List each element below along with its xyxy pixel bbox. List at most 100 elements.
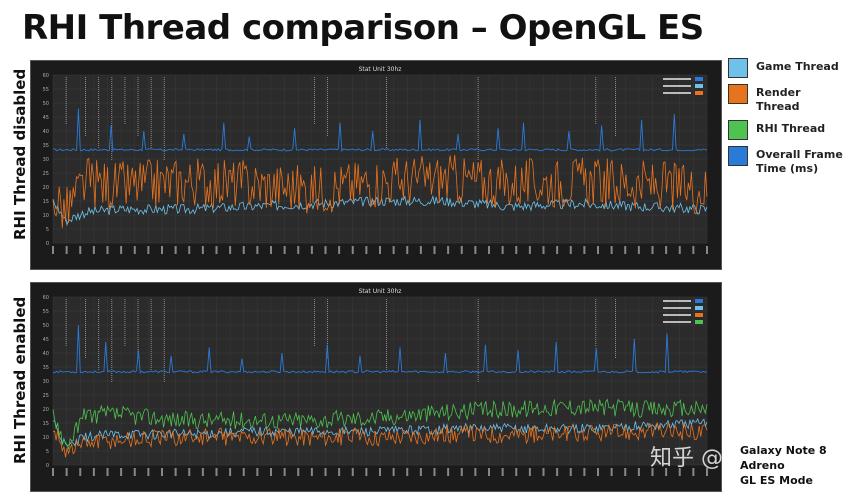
- x-tick-label: [474, 246, 477, 254]
- x-tick-label: [624, 468, 627, 476]
- x-tick-label: [188, 468, 191, 476]
- x-tick-label: [324, 246, 327, 254]
- series-line-render-thread: [52, 154, 708, 229]
- x-tick-label: [379, 246, 381, 254]
- y-tick-label: 30: [43, 157, 49, 163]
- x-tick-label: [528, 246, 531, 254]
- y-tick-label: 35: [43, 143, 49, 149]
- y-tick-label: 20: [43, 407, 49, 413]
- chart-subtitle: Stat Unit 30hz: [359, 66, 402, 73]
- chart-disabled: 0 5 10 15 20 25 30 35 40 45 50 55 60 Stat Unit 30hz: [31, 61, 721, 269]
- x-tick-label: [65, 468, 68, 476]
- x-tick-label: [215, 246, 218, 254]
- mini-legend-label: [663, 78, 691, 80]
- series-line-overall-frame-time: [52, 324, 708, 374]
- y-tick-label: 60: [43, 73, 49, 79]
- x-tick-label: [637, 468, 640, 476]
- legend-swatch-frame-time: [728, 146, 748, 166]
- x-tick-label: [419, 468, 422, 476]
- x-tick-label: [542, 468, 545, 476]
- x-tick-label: [283, 246, 286, 254]
- x-tick-label: [174, 468, 177, 476]
- x-tick-label: [597, 468, 599, 476]
- mini-legend-swatch: [695, 77, 703, 81]
- x-tick-label: [501, 246, 504, 254]
- legend-item-game-thread: Game Thread: [728, 58, 843, 78]
- x-tick-label: [52, 246, 54, 254]
- x-tick-label: [201, 468, 204, 476]
- legend-label: Game Thread: [756, 60, 839, 73]
- x-tick-label: [106, 468, 109, 476]
- side-label-top: RHI Thread disabled: [11, 68, 29, 240]
- x-tick-label: [460, 468, 463, 476]
- mini-legend-label: [663, 92, 691, 94]
- x-tick-label: [147, 468, 150, 476]
- series-line-rhi-thread: [52, 398, 708, 450]
- mini-legend-swatch: [695, 91, 703, 95]
- mini-legend-swatch: [695, 299, 703, 303]
- x-tick-label: [447, 246, 450, 254]
- x-tick-label: [392, 246, 395, 254]
- x-tick-label: [256, 246, 259, 254]
- x-tick-label: [106, 246, 109, 254]
- y-tick-label: 25: [43, 171, 49, 177]
- mini-legend-label: [663, 314, 691, 316]
- x-tick-label: [161, 468, 163, 476]
- x-tick-label: [215, 468, 218, 476]
- x-tick-label: [201, 246, 204, 254]
- device-note: Galaxy Note 8 Adreno GL ES Mode: [740, 443, 827, 488]
- y-tick-label: 10: [43, 213, 49, 219]
- x-tick-label: [351, 246, 354, 254]
- x-tick-label: [92, 468, 95, 476]
- x-tick-label: [52, 468, 54, 476]
- x-tick-label: [624, 246, 627, 254]
- x-tick-label: [270, 468, 272, 476]
- x-tick-label: [651, 246, 654, 254]
- chart-enabled: 0 5 10 15 20 25 30 35 40 45 50 55 60 Stat Unit 30hz: [31, 283, 721, 491]
- legend-swatch-game-thread: [728, 58, 748, 78]
- x-tick-label: [433, 468, 436, 476]
- y-tick-label: 55: [43, 87, 49, 93]
- x-tick-label: [92, 246, 95, 254]
- x-tick-label: [692, 468, 695, 476]
- x-tick-label: [79, 468, 82, 476]
- x-tick-label: [569, 246, 572, 254]
- x-tick-label: [297, 468, 300, 476]
- x-tick-label: [474, 468, 477, 476]
- x-tick-label: [488, 468, 490, 476]
- device-note-line: GL ES Mode: [740, 474, 813, 487]
- x-tick-label: [610, 246, 613, 254]
- x-tick-label: [120, 246, 123, 254]
- x-tick-label: [556, 468, 559, 476]
- mini-legend-label: [663, 300, 691, 302]
- legend-swatch-render-thread: [728, 84, 748, 104]
- mini-legend-label: [663, 85, 691, 87]
- y-tick-label: 5: [46, 227, 49, 233]
- slide-title: RHI Thread comparison – OpenGL ES: [22, 8, 704, 48]
- x-tick-label: [665, 246, 668, 254]
- x-tick-label: [79, 246, 82, 254]
- y-tick-label: 40: [43, 129, 49, 135]
- x-tick-label: [174, 246, 177, 254]
- x-tick-label: [161, 246, 163, 254]
- x-tick-label: [706, 468, 708, 476]
- device-note-line: Galaxy Note 8: [740, 444, 827, 457]
- x-tick-label: [229, 246, 232, 254]
- y-tick-label: 60: [43, 295, 49, 301]
- x-tick-label: [706, 246, 708, 254]
- x-tick-label: [569, 468, 572, 476]
- x-tick-label: [365, 246, 368, 254]
- x-tick-label: [501, 468, 504, 476]
- x-tick-label: [365, 468, 368, 476]
- y-tick-label: 20: [43, 185, 49, 191]
- x-tick-label: [242, 246, 245, 254]
- x-tick-label: [678, 246, 681, 254]
- x-tick-label: [338, 246, 341, 254]
- x-tick-label: [406, 246, 409, 254]
- legend-item-frame-time: Overall Frame Time (ms): [728, 146, 843, 176]
- series-line-render-thread: [52, 421, 708, 458]
- legend-label: Overall Frame Time (ms): [756, 148, 843, 175]
- x-tick-label: [133, 468, 136, 476]
- chart-panel-disabled: 0 5 10 15 20 25 30 35 40 45 50 55 60 Stat Unit 30hz: [30, 60, 722, 270]
- y-tick-label: 50: [43, 323, 49, 329]
